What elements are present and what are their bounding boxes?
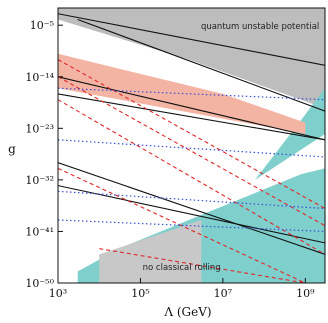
red-dashed-line-3 xyxy=(58,167,306,283)
x-tick-label-1: 10⁵ xyxy=(131,287,149,300)
black-line-4 xyxy=(58,162,325,255)
region-quantum-unstable-potential xyxy=(58,8,325,109)
plot-content: quantum unstable potential no classical r… xyxy=(58,8,325,283)
y-tick-label-2: 10⁻²³ xyxy=(25,122,54,135)
blue-dotted-line-0 xyxy=(58,87,325,101)
plot-area: quantum unstable potential no classical r… xyxy=(58,8,325,283)
y-tick-label-1: 10⁻¹⁴ xyxy=(25,71,54,84)
y-tick-label-0: 10⁻⁵ xyxy=(30,19,54,32)
black-line-1 xyxy=(77,18,325,112)
region-gray-lower xyxy=(99,220,202,283)
red-dashed-line-0 xyxy=(58,59,325,210)
black-line-0 xyxy=(58,13,325,66)
y-tick-label-3: 10⁻³² xyxy=(25,174,54,187)
x-tick-label-3: 10⁹ xyxy=(296,287,315,300)
plot-frame xyxy=(57,7,326,284)
blue-dotted-line-1 xyxy=(58,139,325,158)
axes: 10³ 10⁵ 10⁷ 10⁹ 10⁻⁵ 10⁻¹⁴ 10⁻²³ 10⁻³² 10⁻⁴¹ 10⁻⁵… xyxy=(25,7,326,300)
x-axis-label: Λ (GeV) xyxy=(163,305,211,319)
black-line-5 xyxy=(58,185,325,244)
region-salmon-band xyxy=(58,53,306,134)
y-axis-label: g xyxy=(8,142,16,156)
y-tick-label-5: 10⁻⁵⁰ xyxy=(25,277,54,290)
red-dashed-line-1 xyxy=(58,76,325,227)
y-tick-label-4: 10⁻⁴¹ xyxy=(25,225,54,238)
red-dashed-line-2 xyxy=(58,99,325,255)
black-line-2 xyxy=(58,76,325,141)
x-tick-label-0: 10³ xyxy=(49,287,67,300)
region-teal-upper xyxy=(255,88,325,180)
annotation-1: no classical rolling xyxy=(143,263,221,273)
annotation-0: quantum unstable potential xyxy=(201,22,319,32)
x-tick-label-2: 10⁷ xyxy=(214,287,233,300)
blue-dotted-line-3 xyxy=(58,219,325,233)
blue-dotted-line-2 xyxy=(58,190,325,210)
